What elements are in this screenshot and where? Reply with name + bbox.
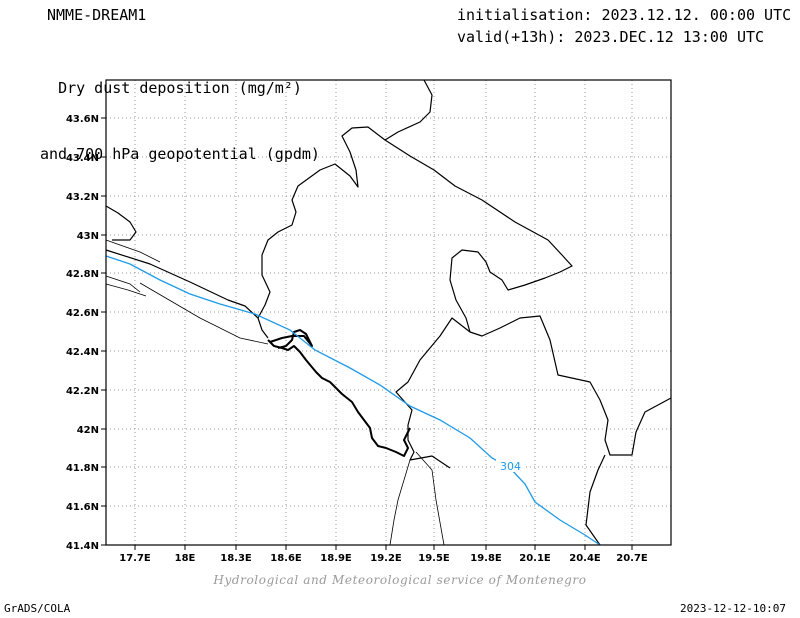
lat-tick-label: 42.8N xyxy=(66,269,99,280)
geopotential-contour xyxy=(105,255,601,546)
product-title-line1: Dry dust deposition (mg/m²) xyxy=(58,79,302,97)
lat-tick-label: 43.4N xyxy=(66,153,99,164)
lon-tick-label: 19.2E xyxy=(370,553,402,564)
initialisation-time: initialisation: 2023.12.12. 00:00 UTC xyxy=(457,6,792,24)
model-name: NMME-DREAM1 xyxy=(47,6,147,24)
lat-tick-label: 43.6N xyxy=(66,114,99,125)
lon-tick-label: 18.6E xyxy=(270,553,302,564)
lat-tick-label: 41.6N xyxy=(66,502,99,513)
lat-tick-label: 42.2N xyxy=(66,386,99,397)
contour-label-bg xyxy=(496,458,524,472)
coastal-lines xyxy=(389,451,445,546)
coastline xyxy=(105,239,411,457)
contour-label: 304 xyxy=(500,460,521,473)
lat-tick-label: 42N xyxy=(77,425,99,436)
valid-time: valid(+13h): 2023.DEC.12 13:00 UTC xyxy=(457,28,765,46)
lat-tick-label: 43.2N xyxy=(66,192,99,203)
lon-tick-label: 19.5E xyxy=(418,553,450,564)
run-timestamp: 2023-12-12-10:07 xyxy=(680,602,786,615)
lon-tick-label: 20.1E xyxy=(519,553,551,564)
lat-tick-label: 41.4N xyxy=(66,541,99,552)
credit-line: Hydrological and Meteorological service … xyxy=(213,573,587,587)
grid-lines xyxy=(106,80,671,545)
lon-tick-label: 19.8E xyxy=(470,553,502,564)
tick-marks xyxy=(101,117,633,550)
lat-tick-label: 42.6N xyxy=(66,308,99,319)
lon-tick-label: 20.7E xyxy=(616,553,648,564)
software-label: GrADS/COLA xyxy=(4,602,71,615)
lon-tick-label: 18.9E xyxy=(320,553,352,564)
lon-axis-labels: 17.7E 18E 18.3E 18.6E 18.9E 19.2E 19.5E … xyxy=(119,553,648,564)
lon-tick-label: 17.7E xyxy=(119,553,151,564)
product-title-line2: and 700 hPa geopotential (gpdm) xyxy=(40,145,320,163)
lat-tick-label: 43N xyxy=(77,231,99,242)
lon-tick-label: 18E xyxy=(175,553,196,564)
lon-tick-label: 18.3E xyxy=(220,553,252,564)
lon-tick-label: 20.4E xyxy=(569,553,601,564)
lat-axis-labels: 43.6N 43.4N 43.2N 43N 42.8N 42.6N 42.4N … xyxy=(66,114,99,552)
lat-tick-label: 41.8N xyxy=(66,463,99,474)
lat-tick-label: 42.4N xyxy=(66,347,99,358)
product-title: Dry dust deposition (mg/m²) and 700 hPa … xyxy=(40,33,320,187)
